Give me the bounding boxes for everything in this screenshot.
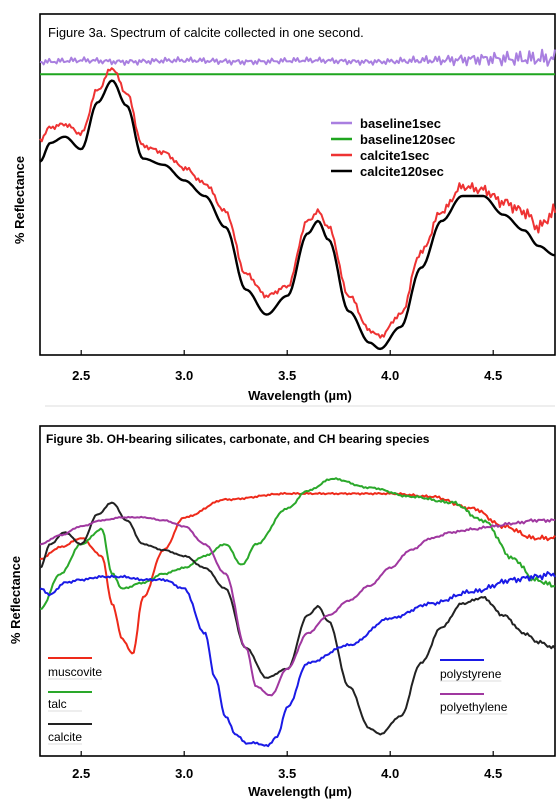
chart-3a-y-axis-label: % Reflectance — [12, 156, 27, 244]
legend-label-calcite: calcite — [48, 730, 82, 744]
chart-3b-frame — [39, 425, 556, 757]
chart-3a-x-tick-label: 4.0 — [381, 368, 399, 383]
chart-3a: Figure 3a. Spectrum of calcite collected… — [12, 13, 556, 403]
chart-3b-x-tick-label: 2.5 — [72, 766, 90, 781]
series-calcite-line — [39, 501, 556, 736]
chart-3a-x-tick-label: 2.5 — [72, 368, 90, 383]
legend-label-calcite120sec: calcite120sec — [360, 164, 444, 179]
chart-3a-x-tick-label: 3.0 — [175, 368, 193, 383]
chart-3b-x-tick-label: 3.5 — [278, 766, 296, 781]
chart-3a-frame — [39, 13, 556, 356]
series-calcite1sec-line — [39, 67, 556, 339]
legend-label-baseline120sec: baseline120sec — [360, 132, 455, 147]
chart-3b-title: Figure 3b. OH-bearing silicates, carbona… — [46, 432, 430, 446]
chart-3b-x-tick-label: 4.0 — [381, 766, 399, 781]
legend-label-baseline1sec: baseline1sec — [360, 116, 441, 131]
chart-3a-x-tick-label: 3.5 — [278, 368, 296, 383]
chart-3b-x-axis-label: Wavelength (µm) — [248, 784, 352, 799]
series-baseline1sec-line — [39, 48, 556, 67]
chart-3a-x-axis-label: Wavelength (µm) — [248, 388, 352, 403]
legend-label-muscovite: muscovite — [48, 665, 102, 679]
legend-label-talc: talc — [48, 697, 67, 711]
chart-3b: Figure 3b. OH-bearing silicates, carbona… — [8, 425, 556, 799]
series-polyethylene-line — [39, 515, 556, 697]
series-calcite120sec-line — [39, 79, 556, 351]
legend-label-polyethylene: polyethylene — [440, 700, 508, 714]
series-muscovite-line — [39, 491, 556, 655]
legend-label-calcite1sec: calcite1sec — [360, 148, 429, 163]
legend-label-polystyrene: polystyrene — [440, 667, 502, 681]
series-polystyrene-line — [39, 571, 556, 748]
chart-3a-x-tick-label: 4.5 — [484, 368, 502, 383]
chart-3b-y-axis-label: % Reflectance — [8, 556, 23, 644]
chart-3b-x-tick-label: 3.0 — [175, 766, 193, 781]
chart-3a-legend: baseline1secbaseline120seccalcite1seccal… — [331, 116, 455, 179]
chart-3b-x-tick-label: 4.5 — [484, 766, 502, 781]
series-talc-line — [39, 477, 556, 610]
chart-3a-title: Figure 3a. Spectrum of calcite collected… — [48, 25, 364, 40]
chart-3b-legend: muscovite talc calcite polystyrene polyethyl… — [48, 657, 508, 745]
